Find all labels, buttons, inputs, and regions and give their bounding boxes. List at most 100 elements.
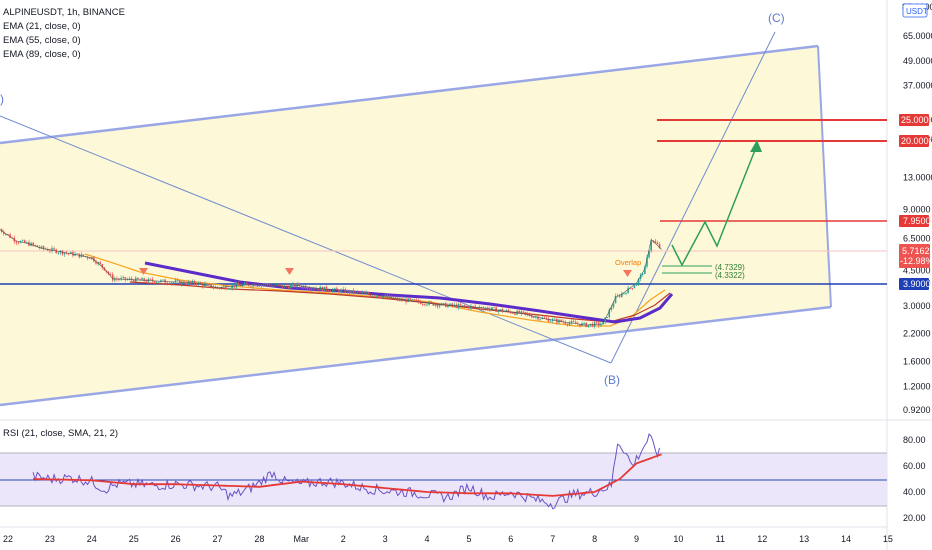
wave-b-c-line[interactable] (610, 31, 776, 364)
time-tick-label: 23 (45, 534, 55, 544)
rsi-ma-line[interactable] (33, 453, 662, 497)
candle-body (227, 288, 229, 290)
rsi-axis[interactable]: 80.00 60.00 40.00 20.00 (903, 435, 926, 523)
candle-body (579, 324, 581, 327)
candle-body (384, 295, 386, 297)
marker-triangle-1 (139, 268, 148, 275)
time-tick-label: 15 (883, 534, 893, 544)
candle-body (499, 309, 502, 311)
candle-body (153, 281, 156, 283)
candle-body (442, 302, 445, 304)
price-tick-label: 13.0000 (903, 172, 932, 182)
candle-body (539, 318, 541, 320)
ema-89-line[interactable] (144, 261, 674, 324)
candle-body (461, 305, 464, 307)
time-tick-label: Mar (294, 534, 310, 544)
candle-body (507, 310, 510, 312)
candle-body (128, 278, 131, 280)
candle-body (116, 278, 118, 280)
candle-body (361, 292, 363, 294)
time-tick-label: 22 (3, 534, 13, 544)
rsi-tick-label: 60.00 (903, 461, 926, 471)
svg-text:5.7162: 5.7162 (902, 246, 930, 256)
currency-badge[interactable]: USDT (902, 3, 928, 18)
price-tick-label: 1.2000 (903, 382, 931, 392)
channel-bottom-line[interactable] (0, 305, 832, 407)
candle-body (419, 302, 422, 304)
candle-body (269, 285, 271, 287)
candle-body (139, 279, 141, 281)
candle-body (151, 279, 154, 282)
candle-body (621, 293, 623, 297)
candle-body (149, 278, 152, 280)
candle-body (206, 283, 208, 285)
candle-body (231, 285, 233, 289)
candle-body (463, 305, 466, 307)
time-tick-label: 5 (466, 534, 471, 544)
tag-20: 20.0000 (899, 135, 932, 147)
candle-body (453, 304, 456, 306)
price-tick-label: 2.2000 (903, 328, 931, 338)
candle-body (553, 318, 556, 320)
time-tick-label: 7 (550, 534, 555, 544)
candle-body (357, 291, 359, 293)
wave-label-a: ) (0, 92, 4, 106)
candle-body (21, 240, 24, 242)
candle-body (9, 234, 11, 238)
rsi-line[interactable] (32, 433, 660, 510)
candle-body (181, 281, 183, 285)
candle-body (34, 244, 37, 246)
indicator-ema-21[interactable]: EMA (21, close, 0) (3, 21, 81, 32)
wave-a-b-line[interactable] (0, 115, 612, 364)
candle-body (482, 308, 485, 310)
candle-body (503, 311, 506, 312)
candle-body (520, 311, 523, 314)
candle-body (239, 285, 242, 287)
time-tick-label: 27 (212, 534, 222, 544)
candle-body (302, 285, 305, 288)
channel-top-line[interactable] (0, 44, 819, 145)
candle-body (440, 303, 443, 306)
candle-body (107, 272, 110, 274)
time-tick-label: 4 (424, 534, 429, 544)
candle-body (537, 316, 539, 320)
candle-body (424, 304, 426, 305)
candle-body (650, 240, 652, 251)
candle-body (564, 322, 567, 324)
candle-body (122, 277, 125, 278)
tag-support: 3.9000 (899, 278, 931, 290)
candle-body (279, 284, 282, 286)
time-tick-label: 24 (87, 534, 97, 544)
candle-body (641, 274, 644, 275)
indicator-ema-55[interactable]: EMA (55, close, 0) (3, 35, 81, 46)
candle-body (36, 245, 39, 248)
overlap-label: Overlap (615, 258, 641, 267)
candle-body (313, 288, 315, 290)
svg-text:7.9500: 7.9500 (903, 216, 931, 226)
candle-body (220, 286, 223, 289)
candle-body (459, 304, 462, 306)
channel-right-line[interactable] (817, 45, 832, 308)
symbol-title[interactable]: ALPINEUSDT, 1h, BINANCE (3, 7, 125, 18)
candle-body (497, 310, 500, 312)
candle-body (130, 278, 133, 280)
price-tick-label: 49.0000 (903, 56, 932, 66)
indicator-ema-89[interactable]: EMA (89, close, 0) (3, 49, 81, 60)
candle-body (644, 266, 646, 275)
candle-body (658, 244, 661, 248)
candle-body (627, 287, 629, 294)
candle-body (252, 284, 254, 287)
rsi-legend[interactable]: RSI (21, close, SMA, 21, 2) (3, 428, 119, 439)
projection-path[interactable] (671, 144, 758, 267)
time-axis[interactable]: 22 23 24 25 26 27 28 Mar 2 3 4 5 6 7 8 9 10 11 12 13 14 15 (3, 534, 893, 544)
candle-body (388, 295, 391, 298)
candle-body (568, 322, 571, 325)
candle-body (468, 306, 470, 309)
projection-arrowhead (750, 140, 762, 152)
price-tick-label: 3.0000 (903, 301, 931, 311)
tag-25: 25.0000 (899, 114, 932, 126)
candle-body (216, 286, 219, 288)
candle-body (86, 256, 89, 259)
candle-body (250, 285, 252, 287)
